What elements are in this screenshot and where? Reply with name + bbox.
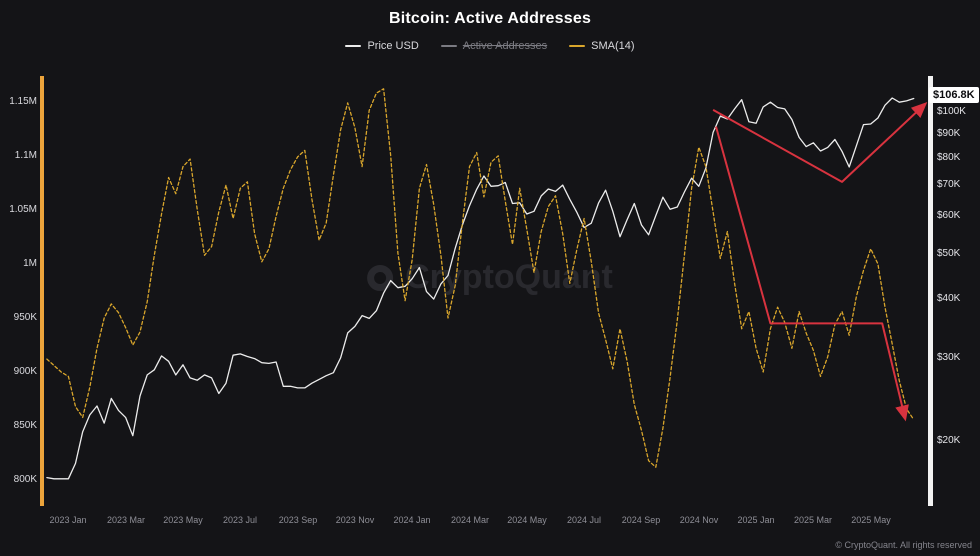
trend-arrow-1 <box>712 101 928 183</box>
last-price-badge: $106.8K <box>929 87 979 103</box>
left-axis-strip <box>40 76 44 506</box>
legend-item-sma14[interactable]: SMA(14) <box>569 40 635 52</box>
x-tick-label: 2024 Nov <box>679 515 719 525</box>
x-tick-label: 2025 Mar <box>793 515 833 525</box>
legend: Price USD Active Addresses SMA(14) <box>0 40 980 52</box>
x-tick-label: 2024 Jul <box>566 515 602 525</box>
x-tick-label: 2023 Mar <box>106 515 146 525</box>
right-tick-label: $20K <box>937 435 961 446</box>
x-tick-label: 2023 Jan <box>49 515 87 525</box>
right-tick-label: $60K <box>937 210 961 221</box>
chart-title: Bitcoin: Active Addresses <box>388 10 592 27</box>
right-tick-label: $90K <box>937 128 961 139</box>
series-price-usd <box>46 97 915 480</box>
legend-label-active-addresses: Active Addresses <box>462 40 548 52</box>
legend-label-sma14: SMA(14) <box>591 40 635 52</box>
right-tick-label: $30K <box>937 352 961 363</box>
trend-arrow-2 <box>715 126 909 422</box>
right-axis-strip <box>928 76 933 506</box>
right-tick-label: $100K <box>937 106 966 117</box>
x-tick-label: 2025 May <box>851 515 891 525</box>
legend-label-price-usd: Price USD <box>367 40 419 52</box>
x-tick-label: 2024 Jan <box>393 515 431 525</box>
left-tick-label: 1.15M <box>9 96 37 107</box>
left-tick-label: 900K <box>13 366 37 377</box>
left-tick-label: 1.1M <box>14 150 37 161</box>
x-tick-label: 2024 May <box>507 515 547 525</box>
x-tick-label: 2023 May <box>163 515 203 525</box>
x-tick-label: 2025 Jan <box>737 515 775 525</box>
left-tick-label: 1.05M <box>9 204 37 215</box>
x-tick-label: 2024 Mar <box>450 515 490 525</box>
copyright-note: © CryptoQuant. All rights reserved <box>835 540 972 550</box>
right-tick-label: $80K <box>937 152 961 163</box>
left-tick-label: 800K <box>13 474 37 485</box>
sma14-line-icon <box>569 45 586 47</box>
left-tick-label: 950K <box>13 312 37 323</box>
left-tick-label: 1M <box>23 258 37 269</box>
x-tick-label: 2024 Sep <box>621 515 661 525</box>
right-tick-label: $70K <box>937 179 961 190</box>
x-tick-label: 2023 Jul <box>222 515 258 525</box>
x-tick-label: 2023 Sep <box>278 515 318 525</box>
active-addresses-line-icon <box>440 45 457 47</box>
x-tick-label: 2023 Nov <box>335 515 375 525</box>
price-usd-line-icon <box>345 45 362 47</box>
left-tick-label: 850K <box>13 420 37 431</box>
legend-item-price-usd[interactable]: Price USD <box>345 40 419 52</box>
legend-item-active-addresses[interactable]: Active Addresses <box>440 40 548 52</box>
right-tick-label: $50K <box>937 248 961 259</box>
right-tick-label: $40K <box>937 293 961 304</box>
series-sma-14- <box>46 88 915 468</box>
